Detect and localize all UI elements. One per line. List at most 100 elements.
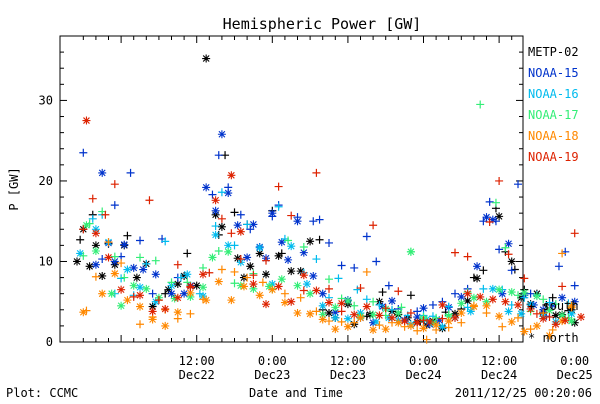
data-point-north [233,254,242,263]
data-point-south [375,321,384,330]
data-point-north [419,324,428,333]
data-point-north [451,313,460,322]
data-point-north [331,313,340,322]
data-point-north [526,304,535,313]
data-point-south [173,260,182,269]
data-point-south [145,196,154,205]
data-point-north [488,284,497,293]
data-point-north [117,285,126,294]
data-point-south [214,247,223,256]
data-point-north [173,308,182,317]
data-point-south [205,268,214,277]
data-point-north [302,280,311,289]
data-point-north [211,210,220,219]
data-point-north [488,215,497,224]
data-point-south [337,307,346,316]
data-point-north [438,322,447,331]
data-point-south [167,278,176,287]
data-point-south [249,271,258,280]
data-point-south [485,218,494,227]
data-point-south [110,201,119,210]
data-point-south [457,318,466,327]
data-point-south [110,180,119,189]
data-point-north [325,309,334,318]
data-point-south [312,255,321,264]
data-point-north [82,221,91,230]
data-point-south [151,256,160,265]
data-point-south [101,210,110,219]
data-point-north [400,317,409,326]
data-point-north [268,285,277,294]
data-point-north [274,282,283,291]
data-point-north [107,289,116,298]
data-point-north [526,300,535,309]
data-point-north [110,269,119,278]
data-point-south [117,259,126,268]
data-point-south [545,298,554,307]
data-point-north [520,288,529,297]
data-point-north [425,317,434,326]
data-point-south [246,225,255,234]
data-point-north [469,302,478,311]
data-point-south [350,318,359,327]
data-point-north [356,313,365,322]
data-point-north [362,302,371,311]
data-point-north [558,293,567,302]
data-point-north [488,295,497,304]
data-point-south [243,220,252,229]
data-point-north [249,280,258,289]
data-point-south [337,261,346,270]
x-tick-label-date: Dec23 [254,368,290,382]
data-point-north [507,288,516,297]
x-tick-label-date: Dec23 [330,368,366,382]
data-point-south [551,300,560,309]
data-point-north [236,227,245,236]
data-point-south [161,237,170,246]
y-tick-label: 30 [39,93,53,107]
data-point-north [457,309,466,318]
data-point-south [230,279,239,288]
data-point-north [394,318,403,327]
data-point-south [243,273,252,282]
data-point-north [129,263,138,272]
data-point-north [532,292,541,301]
data-point-south [362,232,371,241]
x-tick-label-date: Dec22 [179,368,215,382]
data-point-north [293,217,302,226]
data-point-north [435,316,444,325]
x-tick-label-date: Dec25 [557,368,593,382]
x-tick-label-time: 0:00 [258,354,287,368]
legend-entry: NOAA-18 [528,129,579,143]
data-point-south [369,297,378,306]
data-point-south [432,313,441,322]
data-point-south [570,281,579,290]
data-point-north [91,225,100,234]
data-point-north [211,230,220,239]
data-point-north [517,309,526,318]
data-point-north [413,318,422,327]
data-point-north [255,243,264,252]
data-point-south [136,236,145,245]
data-point-south [299,286,308,295]
data-point-north [249,284,258,293]
footer-left: Plot: CCMC [6,386,78,400]
data-point-south [325,275,334,284]
data-point-south [88,214,97,223]
data-point-south [498,322,507,331]
data-point-south [120,273,129,282]
data-point-north [406,247,415,256]
data-point-south [183,278,192,287]
data-point-north [73,257,82,266]
data-point-north [296,267,305,276]
data-point-north [372,317,381,326]
data-point-south [558,249,567,258]
legend: METP-02 NOAA-15 NOAA-16 NOAA-17 NOAA-18 NOAA-… [528,45,579,164]
data-point-north [227,171,236,180]
data-point-south [495,245,504,254]
data-point-south [315,235,324,244]
data-point-north [246,262,255,271]
data-point-north [561,316,570,325]
data-point-south [79,225,88,234]
legend-entry: NOAA-17 [528,108,579,122]
data-point-north [262,270,271,279]
